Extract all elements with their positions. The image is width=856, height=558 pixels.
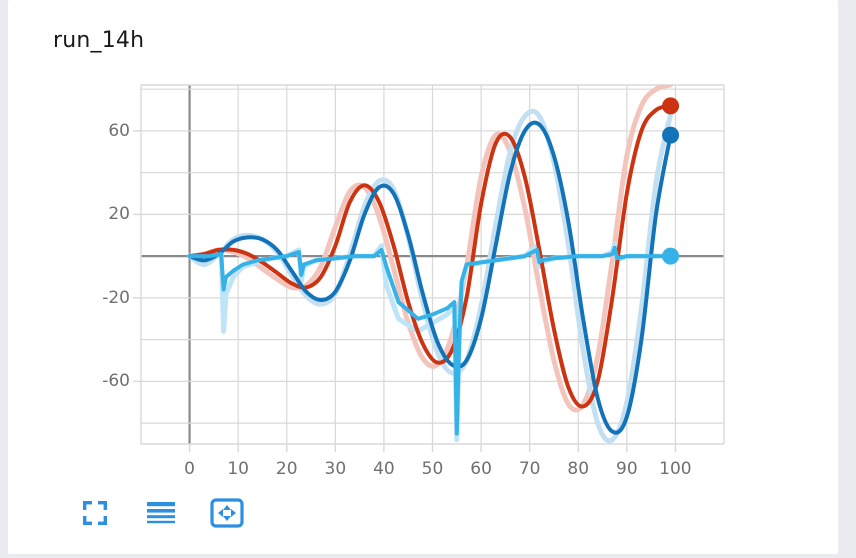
endpoint-marker-blue [662, 126, 680, 144]
x-axis-tick-label: 100 [659, 459, 692, 479]
endpoint-markers [662, 97, 680, 265]
series-layer [187, 85, 674, 444]
x-axis-tick-label: 40 [373, 459, 395, 479]
series-line-red [187, 103, 673, 409]
line-chart-svg[interactable] [8, 0, 856, 554]
series-line-red-shadow [187, 85, 674, 413]
fullscreen-icon[interactable] [78, 496, 112, 530]
y-axis-tick-label: -60 [102, 371, 130, 392]
grid-lines [140, 84, 725, 445]
y-axis-tick-label: -20 [102, 287, 130, 308]
x-axis-tick-label: 10 [227, 459, 249, 479]
series-line-blue [187, 120, 673, 435]
pan-arrows-icon-glyph [210, 498, 244, 528]
chart-card: run_14h 0 10 20 30 40 50 60 70 80 90 100 60 20 -20 -60 [8, 0, 838, 554]
x-axis-tick-label: 50 [421, 459, 444, 479]
endpoint-marker-red [662, 97, 680, 115]
x-axis-tick-label: 80 [567, 459, 590, 479]
endpoint-marker-cyan [662, 247, 680, 265]
pan-arrows-icon[interactable] [210, 496, 244, 530]
list-lines-icon-glyph [147, 502, 175, 524]
chart-plot-area[interactable] [8, 0, 856, 554]
fullscreen-icon-glyph [83, 501, 107, 525]
tick-marks [133, 130, 677, 452]
x-axis-tick-label: 70 [518, 459, 541, 479]
chart-toolbar[interactable] [78, 496, 244, 530]
y-axis-tick-label: 20 [108, 204, 130, 225]
page-title: run_14h [53, 28, 145, 53]
y-axis-tick-label: 60 [108, 120, 130, 141]
x-axis-tick-label: 90 [616, 459, 638, 479]
list-lines-icon[interactable] [144, 496, 178, 530]
series-line-cyan [187, 245, 673, 436]
x-axis-tick-label: 0 [184, 459, 195, 479]
series-line-blue-shadow [187, 108, 674, 444]
x-axis-tick-label: 30 [324, 459, 347, 479]
x-axis-tick-label: 20 [275, 459, 298, 479]
x-axis-tick-label: 60 [470, 459, 492, 479]
